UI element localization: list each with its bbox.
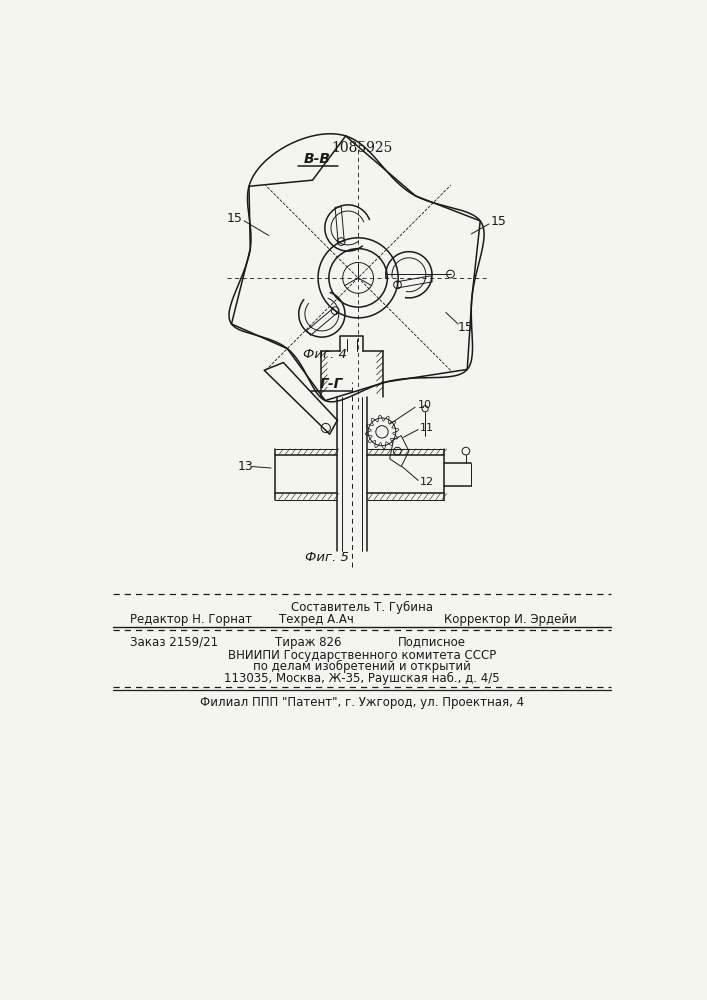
Text: по делам изобретений и открытий: по делам изобретений и открытий — [253, 660, 471, 673]
Text: 10: 10 — [417, 400, 431, 410]
Text: Фиг. 5: Фиг. 5 — [305, 551, 349, 564]
Text: 15: 15 — [458, 321, 474, 334]
Text: ВНИИПИ Государственного комитета СССР: ВНИИПИ Государственного комитета СССР — [228, 649, 496, 662]
Text: Подписное: Подписное — [398, 636, 466, 649]
Text: 1085925: 1085925 — [332, 141, 392, 155]
Text: Филиал ППП "Патент", г. Ужгород, ул. Проектная, 4: Филиал ППП "Патент", г. Ужгород, ул. Про… — [200, 696, 524, 709]
Text: 12: 12 — [420, 477, 434, 487]
Text: Техред А.Ач: Техред А.Ач — [279, 613, 354, 626]
Text: 11: 11 — [420, 423, 433, 433]
Text: Тираж 826: Тираж 826 — [275, 636, 341, 649]
Text: Г-Г: Г-Г — [320, 377, 343, 391]
Text: 15: 15 — [227, 212, 243, 225]
Text: Составитель Т. Губина: Составитель Т. Губина — [291, 601, 433, 614]
Text: Фиг. 4: Фиг. 4 — [303, 348, 347, 361]
Text: Редактор Н. Горнат: Редактор Н. Горнат — [130, 613, 252, 626]
Text: Заказ 2159/21: Заказ 2159/21 — [130, 636, 218, 649]
Text: В-В: В-В — [304, 152, 331, 166]
Text: 113035, Москва, Ж-35, Раушская наб., д. 4/5: 113035, Москва, Ж-35, Раушская наб., д. … — [224, 672, 500, 685]
Text: Корректор И. Эрдейи: Корректор И. Эрдейи — [444, 613, 577, 626]
Text: 15: 15 — [491, 215, 506, 228]
Text: 13: 13 — [238, 460, 254, 473]
